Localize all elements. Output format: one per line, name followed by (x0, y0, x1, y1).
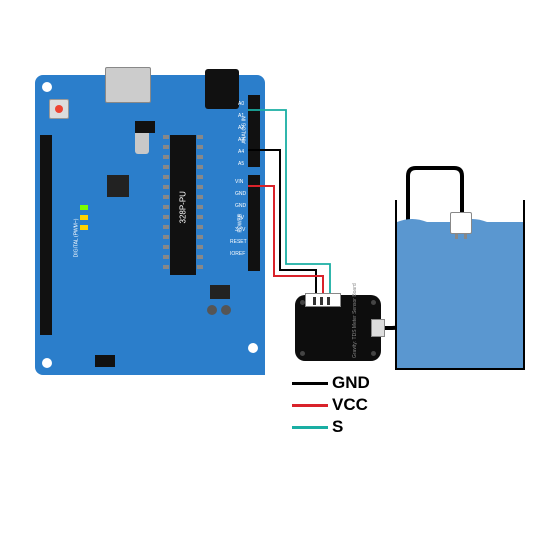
legend-swatch-gnd (292, 382, 328, 385)
sensor-label: Gravity: TDS Meter Sensor Board (352, 298, 358, 358)
sensor-hole (371, 300, 376, 305)
wiring-diagram: DIGITAL (PWM~) ANALOG IN A0 A1 A2 A3 A4 … (0, 0, 550, 550)
legend-label-s: S (332, 417, 343, 436)
legend-item-s: S (292, 417, 370, 437)
legend-item-gnd: GND (292, 373, 370, 393)
probe-pin (455, 233, 458, 239)
sensor-hole (371, 351, 376, 356)
sensor-hole (300, 300, 305, 305)
legend: GND VCC S (292, 373, 370, 437)
sensor-input-connector (305, 293, 341, 307)
sensor-output-connector (371, 319, 385, 337)
legend-swatch-vcc (292, 404, 328, 407)
water-fill (397, 222, 523, 368)
tds-probe (450, 212, 472, 234)
sensor-pin-s (327, 297, 330, 305)
tds-sensor-module: Gravity: TDS Meter Sensor Board (295, 295, 381, 361)
legend-label-vcc: VCC (332, 395, 368, 414)
sensor-pin-gnd (313, 297, 316, 305)
probe-pin (464, 233, 467, 239)
legend-label-gnd: GND (332, 373, 370, 392)
legend-swatch-s (292, 426, 328, 429)
sensor-pin-vcc (320, 297, 323, 305)
legend-item-vcc: VCC (292, 395, 370, 415)
sensor-hole (300, 351, 305, 356)
